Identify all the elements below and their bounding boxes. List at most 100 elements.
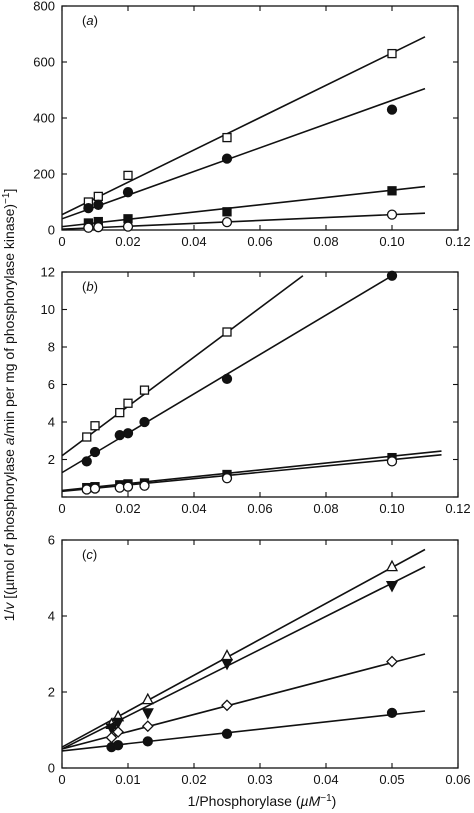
data-point-filled-circle	[142, 736, 153, 747]
data-point-filled-circle	[122, 187, 134, 198]
data-point-open-diamond	[112, 725, 125, 738]
data-point-filled-circle	[89, 446, 101, 458]
y-axis-label: 1/v [(µmol of phosphorylase a/min per mg…	[1, 189, 18, 622]
x-tick-label: 0.06	[247, 501, 272, 516]
data-point-open-circle	[83, 222, 94, 233]
plot-frame	[61, 271, 459, 498]
x-tick-label: 0.10	[379, 501, 404, 516]
data-point-filled-circle	[221, 728, 233, 739]
fit-line	[62, 548, 426, 748]
x-tick-label: 0.10	[379, 234, 404, 249]
x-tick-label: 0.04	[181, 501, 206, 516]
data-point-filled-circle	[81, 456, 92, 467]
y-tick-label: 2	[48, 685, 55, 700]
panel-b: 0 0.02 0.04 0.06 0.08 0.10 0.12 2 4 6 8 10 12 (b)	[41, 265, 471, 517]
data-point-filled-circle	[386, 270, 398, 281]
x-tick-label: 0.04	[181, 234, 206, 249]
data-point-filled-triangle-down	[105, 723, 118, 735]
y-tick-label: 4	[48, 415, 55, 430]
data-point-open-square	[115, 407, 125, 418]
series-filled-circle	[62, 87, 426, 220]
data-point-filled-triangle-down	[141, 708, 154, 720]
panel-label: (c)	[82, 547, 97, 562]
data-point-open-square	[387, 48, 397, 59]
x-tick-label: 0.08	[313, 234, 338, 249]
data-point-open-circle	[122, 221, 134, 232]
data-point-open-square	[123, 398, 133, 408]
y-tick-label: 6	[48, 533, 55, 548]
data-point-open-diamond	[221, 699, 233, 712]
data-point-open-circle	[386, 209, 398, 220]
data-point-filled-square	[222, 207, 232, 217]
x-tick-label: 0.02	[115, 234, 140, 249]
y-tick-label: 400	[33, 111, 55, 126]
x-tick-label: 0.06	[247, 234, 272, 249]
data-point-open-circle	[139, 480, 150, 491]
data-point-filled-triangle-down	[220, 658, 234, 671]
fit-line	[62, 87, 426, 220]
data-point-open-triangle-up	[141, 692, 154, 705]
data-point-open-circle	[114, 482, 125, 493]
x-axis-label: 1/Phosphorylase (µM−1)	[188, 793, 337, 810]
data-point-open-square	[90, 421, 100, 431]
x-tick-label: 0.02	[115, 501, 140, 516]
data-point-filled-triangle-down	[112, 717, 125, 730]
y-tick-label: 2	[48, 452, 55, 467]
panel-c: 0 0.01 0.02 0.03 0.04 0.05 0.06 0 2 4 6 (c)	[48, 533, 471, 788]
data-point-open-square	[82, 432, 92, 442]
series-filled-circle	[62, 270, 398, 474]
data-point-filled-circle	[221, 153, 233, 164]
x-tick-label: 0	[58, 234, 65, 249]
data-point-filled-circle	[386, 104, 398, 115]
data-point-open-circle	[221, 473, 233, 484]
data-point-filled-circle	[122, 428, 134, 439]
series-filled-triangle-down	[62, 565, 426, 750]
y-tick-label: 0	[48, 761, 55, 776]
data-point-filled-circle	[221, 373, 233, 385]
x-tick-label: 0	[58, 501, 65, 516]
fit-line	[62, 36, 426, 216]
fit-line	[62, 185, 426, 228]
data-point-filled-square	[387, 186, 397, 196]
series-open-circle	[62, 454, 442, 495]
x-tick-label: 0.12	[445, 501, 470, 516]
data-point-filled-circle	[139, 416, 150, 428]
y-tick-label: 10	[41, 302, 55, 317]
x-tick-label: 0.04	[313, 772, 338, 787]
data-point-open-circle	[221, 217, 233, 228]
data-point-filled-circle	[93, 199, 104, 210]
data-point-filled-circle	[112, 740, 124, 751]
data-point-filled-triangle-down	[385, 580, 399, 593]
x-tick-label: 0.03	[247, 772, 272, 787]
y-tick-label: 12	[41, 265, 55, 280]
panel-label: (a)	[82, 13, 98, 28]
data-point-open-circle	[81, 484, 92, 495]
data-point-open-triangle-up	[385, 559, 399, 572]
x-tick-label: 0.02	[181, 772, 206, 787]
x-tick-label: 0.08	[313, 501, 338, 516]
data-point-open-square	[222, 327, 232, 337]
data-point-open-square	[222, 132, 232, 143]
y-tick-label: 4	[48, 609, 55, 624]
x-tick-label: 0.06	[445, 772, 470, 787]
data-point-open-square	[123, 170, 133, 181]
panel-a: 0 0.02 0.04 0.06 0.08 0.10 0.12 0 200 400 600 800 (a…	[33, 0, 470, 249]
data-point-open-circle	[122, 481, 134, 492]
x-tick-label: 0.05	[379, 772, 404, 787]
series-open-circle	[62, 209, 426, 233]
x-tick-label: 0.01	[115, 772, 140, 787]
data-point-open-diamond	[386, 655, 398, 668]
y-tick-label: 200	[33, 167, 55, 182]
data-point-filled-circle	[83, 203, 94, 214]
data-point-filled-circle	[386, 707, 398, 719]
x-tick-label: 0	[58, 772, 65, 787]
fit-line	[62, 275, 304, 457]
y-tick-label: 600	[33, 55, 55, 70]
data-point-open-square	[93, 191, 103, 202]
x-tick-label: 0.12	[445, 234, 470, 249]
series-filled-circle	[62, 707, 426, 753]
series-open-diamond	[62, 653, 426, 750]
data-point-open-circle	[89, 483, 101, 494]
series-open-square	[62, 275, 304, 457]
